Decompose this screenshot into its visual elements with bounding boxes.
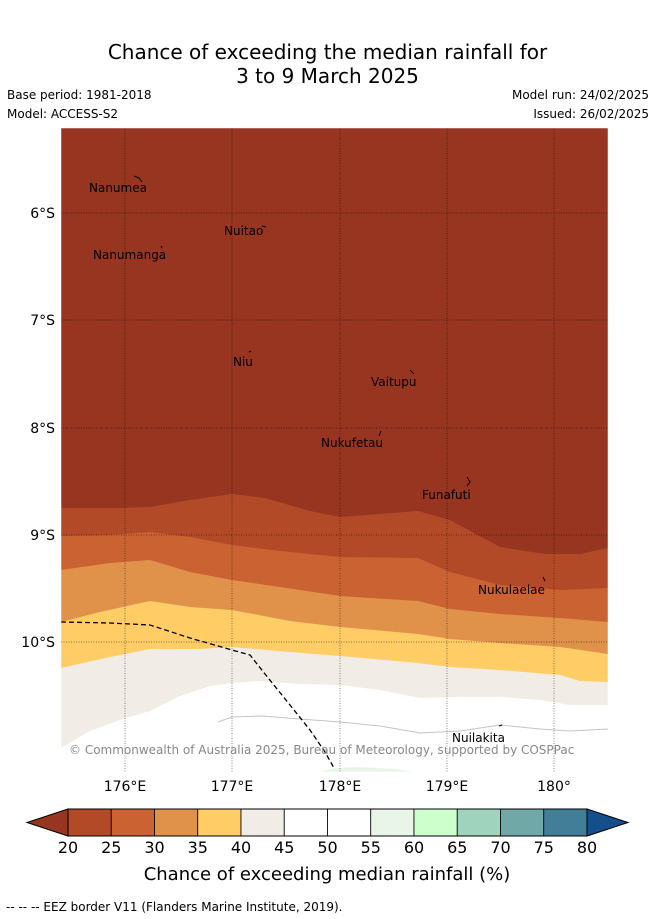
- colorbar-frame: [67, 808, 588, 837]
- lat-label: 9°S: [30, 528, 55, 544]
- island-shape: [160, 245, 163, 249]
- colorbar: 20 25 30 35 40 45 50 55 60 65 70 75 80 Chance of exc…: [25, 808, 630, 885]
- lat-label: 10°S: [21, 635, 55, 651]
- colorbar-cell: [197, 808, 242, 837]
- colorbar-cell: [370, 808, 415, 837]
- title-line-2: 3 to 9 March 2025: [236, 64, 419, 88]
- place-label-nukulaelae: Nukulaelae: [478, 583, 545, 597]
- eez-border: [60, 621, 335, 769]
- colorbar-cell: [456, 808, 501, 837]
- lat-label: 8°S: [30, 421, 55, 437]
- island-shape: [378, 430, 382, 437]
- map-title: Chance of exceeding the median rainfall …: [0, 40, 655, 88]
- colorbar-cell: [543, 808, 588, 837]
- band-45-55: [61, 681, 608, 772]
- colorbar-cell: [67, 808, 112, 837]
- colorbar-cell: [500, 808, 545, 837]
- island-shape: [466, 476, 471, 487]
- island-shape: [498, 724, 503, 727]
- lat-label: 6°S: [30, 206, 55, 222]
- place-label-nuitao: Nuitao: [224, 224, 263, 238]
- colorbar-cell: [154, 808, 199, 837]
- colorbar-tick-label: 80: [577, 838, 597, 857]
- colorbar-tick-label: 50: [317, 838, 337, 857]
- colorbar-tick-label: 60: [404, 838, 424, 857]
- lon-label: 179°E: [426, 779, 469, 795]
- model-run: Model run: 24/02/2025: [511, 88, 649, 102]
- place-label-nanumea: Nanumea: [89, 181, 147, 195]
- colorbar-label: Chance of exceeding median rainfall (%): [144, 864, 511, 885]
- copyright-text: © Commonwealth of Australia 2025, Bureau…: [69, 743, 574, 757]
- colorbar-tick-label: 40: [231, 838, 251, 857]
- map-frame: [60, 127, 609, 773]
- place-label-nukufetau: Nukufetau: [321, 436, 383, 450]
- place-label-niu: Niu: [233, 355, 253, 369]
- lat-label: 7°S: [30, 313, 55, 329]
- islands: [133, 175, 546, 727]
- colorbar-cell: [413, 808, 458, 837]
- issued-date: Issued: 26/02/2025: [533, 107, 649, 121]
- colorbar-cell: [283, 808, 328, 837]
- colorbar-cells: [67, 808, 588, 837]
- island-shape: [133, 175, 143, 183]
- island-shape: [409, 369, 415, 375]
- model-name: Model: ACCESS-S2: [7, 107, 119, 121]
- colorbar-tick-label: 75: [534, 838, 554, 857]
- island-shape: [261, 225, 267, 228]
- colorbar-cell: [327, 808, 372, 837]
- title-line-1: Chance of exceeding the median rainfall …: [107, 40, 548, 64]
- contour-line: [217, 715, 609, 734]
- colorbar-cell: [110, 808, 155, 837]
- colorbar-tick-label: 20: [58, 838, 78, 857]
- colorbar-tick-label: 65: [447, 838, 467, 857]
- colorbar-ticks: 20 25 30 35 40 45 50 55 60 65 70 75 80: [58, 838, 597, 857]
- colorbar-cell: [240, 808, 285, 837]
- graticule: [61, 128, 608, 772]
- colorbar-tick-label: 25: [101, 838, 121, 857]
- lon-label: 180°: [537, 779, 571, 795]
- place-label-nuilakita: Nuilakita: [452, 731, 505, 745]
- place-label-vaitupu: Vaitupu: [371, 375, 417, 389]
- colorbar-tick-label: 70: [490, 838, 510, 857]
- band-55-60: [318, 767, 415, 772]
- lon-label: 176°E: [104, 779, 147, 795]
- island-shape: [248, 350, 252, 353]
- colorbar-tick-label: 35: [188, 838, 208, 857]
- base-period: Base period: 1981-2018: [7, 88, 152, 102]
- place-label-nanumanga: Nanumanga: [93, 248, 166, 262]
- lon-label: 177°E: [211, 779, 254, 795]
- colorbar-tick-label: 45: [274, 838, 294, 857]
- colorbar-under-arrow: [25, 808, 69, 837]
- island-shape: [542, 576, 546, 582]
- place-label-funafuti: Funafuti: [422, 488, 471, 502]
- eez-legend-note: -- -- -- EEZ border V11 (Flanders Marine…: [6, 900, 343, 914]
- lon-label: 178°E: [319, 779, 362, 795]
- colorbar-tick-label: 30: [144, 838, 164, 857]
- colorbar-tick-label: 55: [361, 838, 381, 857]
- colorbar-over-arrow: [586, 808, 630, 837]
